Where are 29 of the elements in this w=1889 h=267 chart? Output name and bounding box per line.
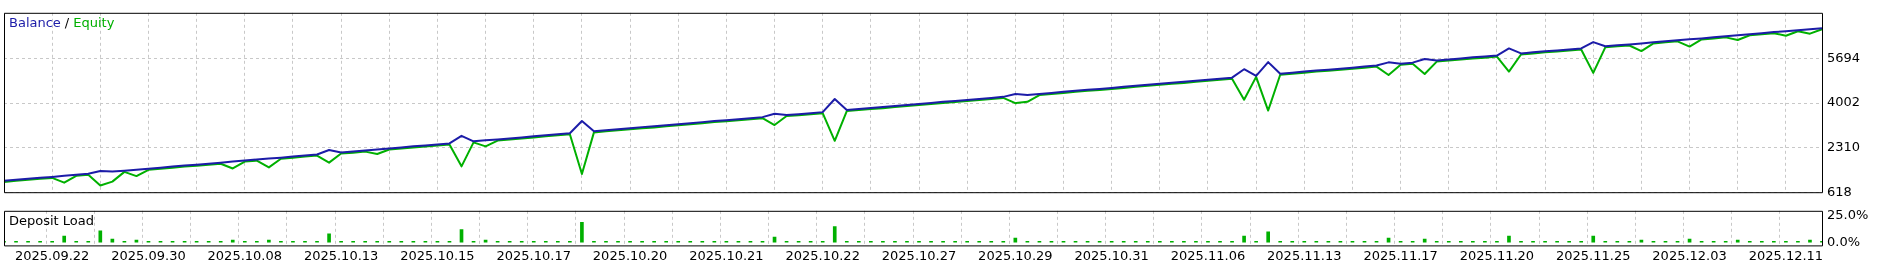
- x-tick-label: 2025.11.06: [1170, 247, 1246, 263]
- y-tick-label: 2310: [1827, 139, 1861, 155]
- x-tick-label: 2025.10.31: [1074, 247, 1149, 263]
- x-tick-label: 2025.09.22: [14, 247, 90, 263]
- x-tick-label: 2025.11.20: [1459, 247, 1535, 263]
- y-tick-label: 5694: [1827, 49, 1861, 65]
- x-tick-label: 2025.10.13: [303, 247, 379, 263]
- y-tick-label: 4002: [1827, 94, 1861, 110]
- y-tick-label: 618: [1827, 183, 1852, 199]
- x-tick-label: 2025.12.03: [1652, 247, 1727, 263]
- x-tick-label: 2025.10.22: [785, 247, 860, 263]
- y-tick-label: 25.0%: [1827, 207, 1869, 223]
- text: Equity: [73, 14, 115, 30]
- x-tick-label: 2025.11.13: [1267, 247, 1342, 263]
- x-tick-label: 2025.09.30: [111, 247, 186, 263]
- x-tick-label: 2025.11.17: [1363, 247, 1438, 263]
- x-tick-label: 2025.10.21: [689, 247, 764, 263]
- x-tick-label: 2025.10.08: [207, 247, 283, 263]
- x-tick-label: 2025.12.11: [1748, 247, 1824, 263]
- text: Balance: [9, 14, 61, 30]
- x-tick-label: 2025.10.17: [496, 247, 571, 263]
- x-tick-label: 2025.10.15: [400, 247, 475, 263]
- y-tick-label: 0.0%: [1827, 233, 1861, 249]
- annotation: /: [64, 14, 70, 30]
- x-tick-label: 2025.11.25: [1556, 247, 1631, 263]
- x-tick-label: 2025.10.20: [592, 247, 668, 263]
- x-tick-label: 2025.10.27: [881, 247, 957, 263]
- x-tick-label: 2025.10.29: [978, 247, 1053, 263]
- chart-title: Deposit Load: [9, 212, 95, 228]
